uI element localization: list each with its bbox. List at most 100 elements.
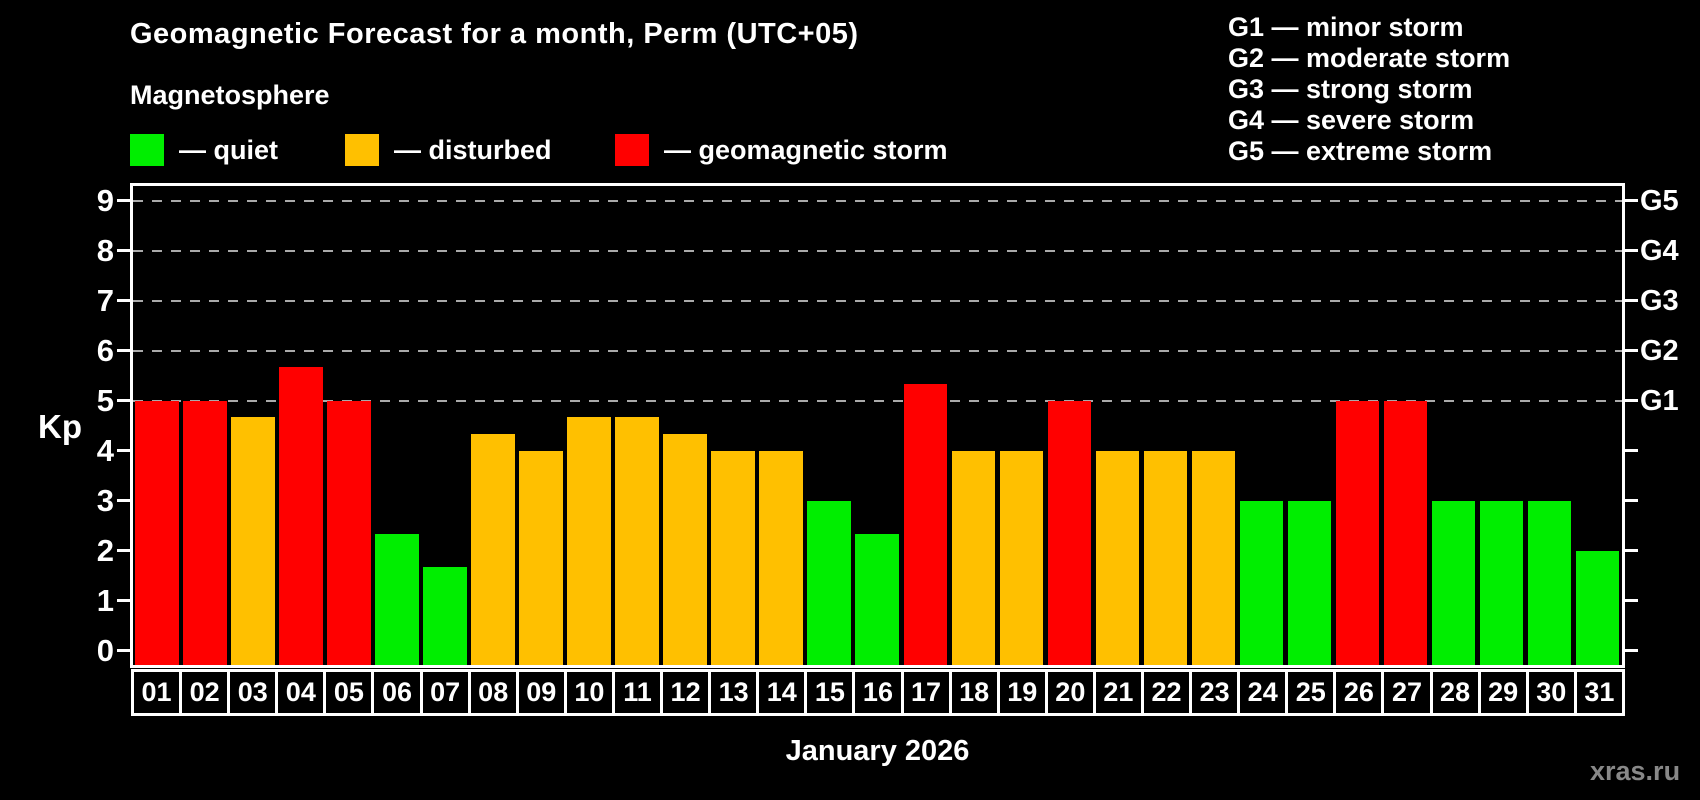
- y-tick-label-2: 2: [96, 532, 114, 568]
- day-label-13: 13: [711, 672, 760, 713]
- day-label-01: 01: [134, 672, 183, 713]
- day-label-11: 11: [615, 672, 664, 713]
- y-tick-right-8: [1625, 249, 1638, 252]
- right-axis-label-g5: G5: [1640, 184, 1679, 217]
- bar-day-17: [903, 384, 948, 665]
- bar-day-31: [1575, 550, 1620, 665]
- g-scale-legend: G1 — minor storm G2 — moderate storm G3 …: [1228, 12, 1510, 167]
- bar-day-16: [855, 534, 899, 665]
- bar-day-23: [1191, 450, 1236, 665]
- y-tick-label-0: 0: [96, 632, 114, 668]
- bar-day-08: [471, 434, 515, 665]
- g2-legend-line: G2 — moderate storm: [1228, 43, 1511, 73]
- day-label-08: 08: [471, 672, 519, 713]
- y-tick-right-5: [1625, 399, 1638, 402]
- y-axis-title: Kp: [38, 408, 82, 445]
- day-label-28: 28: [1433, 672, 1481, 713]
- day-label-20: 20: [1048, 672, 1096, 713]
- bar-day-05: [327, 400, 371, 665]
- y-tick-right-4: [1625, 449, 1638, 452]
- bar-day-21: [1095, 450, 1140, 665]
- bar-day-07: [423, 567, 467, 665]
- day-label-19: 19: [1000, 672, 1048, 713]
- page-title: Geomagnetic Forecast for a month, Perm (…: [130, 18, 859, 50]
- day-label-15: 15: [807, 672, 856, 713]
- y-tick-left-6: [117, 349, 130, 352]
- day-label-03: 03: [230, 672, 279, 713]
- day-label-18: 18: [952, 672, 1000, 713]
- gridline-kp8: [133, 249, 1622, 252]
- y-tick-right-9: [1625, 199, 1638, 202]
- day-label-31: 31: [1584, 677, 1615, 707]
- bar-day-03: [231, 417, 275, 665]
- y-tick-label-7: 7: [96, 282, 114, 318]
- magnetosphere-subtitle: Magnetosphere: [130, 80, 330, 110]
- x-axis-title: January 2026: [785, 735, 970, 767]
- y-tick-left-3: [117, 499, 130, 502]
- bar-day-04: [279, 367, 323, 665]
- bar-day-06: [375, 534, 419, 665]
- y-tick-left-5: [117, 399, 130, 402]
- bar-day-14: [759, 450, 803, 665]
- g1-legend-line: G1 — minor storm: [1228, 12, 1464, 42]
- bar-day-25: [1287, 500, 1332, 665]
- y-tick-left-0: [117, 649, 130, 652]
- y-tick-left-8: [117, 249, 130, 252]
- day-label-17: 17: [904, 672, 952, 713]
- y-tick-label-4: 4: [96, 432, 114, 468]
- right-axis-label-g2: G2: [1640, 334, 1679, 367]
- quiet-color-swatch: [130, 134, 164, 166]
- day-label-25: 25: [1288, 672, 1337, 713]
- day-label-16: 16: [855, 672, 904, 713]
- legend-item-quiet: — quiet: [130, 133, 278, 167]
- day-label-09: 09: [519, 672, 567, 713]
- day-label-07: 07: [423, 672, 471, 713]
- day-label-27: 27: [1384, 672, 1433, 713]
- day-label-02: 02: [182, 672, 231, 713]
- day-label-21: 21: [1096, 672, 1144, 713]
- y-tick-left-9: [117, 199, 130, 202]
- watermark: xras.ru: [1590, 756, 1681, 786]
- g4-legend-line: G4 — severe storm: [1228, 105, 1475, 135]
- legend-label-quiet: — quiet: [179, 134, 278, 165]
- bar-day-11: [615, 417, 659, 665]
- plot-frame: [130, 183, 1625, 668]
- y-tick-label-9: 9: [96, 182, 114, 218]
- day-label-12: 12: [663, 672, 712, 713]
- day-label-14: 14: [759, 672, 808, 713]
- storm-color-swatch: [615, 134, 649, 166]
- g3-legend-line: G3 — strong storm: [1228, 74, 1473, 104]
- bar-day-29: [1479, 500, 1524, 665]
- x-axis-day-labels: 01 02 03 04 05 06 07 08 09 10 11 12 13 14 15 16 17 18 19 20…: [131, 669, 1625, 716]
- legend-label-disturbed: — disturbed: [394, 134, 552, 165]
- day-label-26: 26: [1336, 672, 1385, 713]
- right-axis-label-g3: G3: [1640, 284, 1679, 317]
- bar-day-27: [1383, 400, 1428, 665]
- gridline-kp9: [133, 199, 1622, 202]
- day-label-05: 05: [326, 672, 375, 713]
- y-tick-right-1: [1625, 599, 1638, 602]
- day-label-22: 22: [1144, 672, 1193, 713]
- bar-day-01: [135, 400, 179, 665]
- y-tick-right-3: [1625, 499, 1638, 502]
- bar-day-26: [1335, 400, 1380, 665]
- legend-item-storm: — geomagnetic storm: [615, 133, 948, 167]
- bar-day-28: [1431, 500, 1476, 665]
- day-label-06: 06: [374, 672, 423, 713]
- day-label-24: 24: [1240, 672, 1289, 713]
- y-tick-right-6: [1625, 349, 1638, 352]
- legend-label-storm: — geomagnetic storm: [664, 134, 948, 165]
- bar-day-10: [567, 417, 611, 665]
- bar-day-22: [1143, 450, 1188, 665]
- y-tick-left-7: [117, 299, 130, 302]
- y-tick-label-5: 5: [96, 382, 114, 418]
- gridline-kp7: [133, 299, 1622, 302]
- gridline-kp6: [133, 349, 1622, 352]
- bar-day-19: [999, 450, 1044, 665]
- y-tick-right-0: [1625, 649, 1638, 652]
- bar-day-24: [1239, 500, 1284, 665]
- day-label-29: 29: [1481, 672, 1529, 713]
- y-tick-label-6: 6: [96, 332, 114, 368]
